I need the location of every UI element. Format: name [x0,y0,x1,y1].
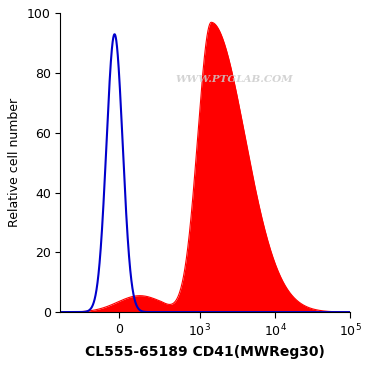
Y-axis label: Relative cell number: Relative cell number [9,98,21,227]
X-axis label: CL555-65189 CD41(MWReg30): CL555-65189 CD41(MWReg30) [85,345,325,359]
Text: WWW.PTGLAB.COM: WWW.PTGLAB.COM [175,75,293,84]
